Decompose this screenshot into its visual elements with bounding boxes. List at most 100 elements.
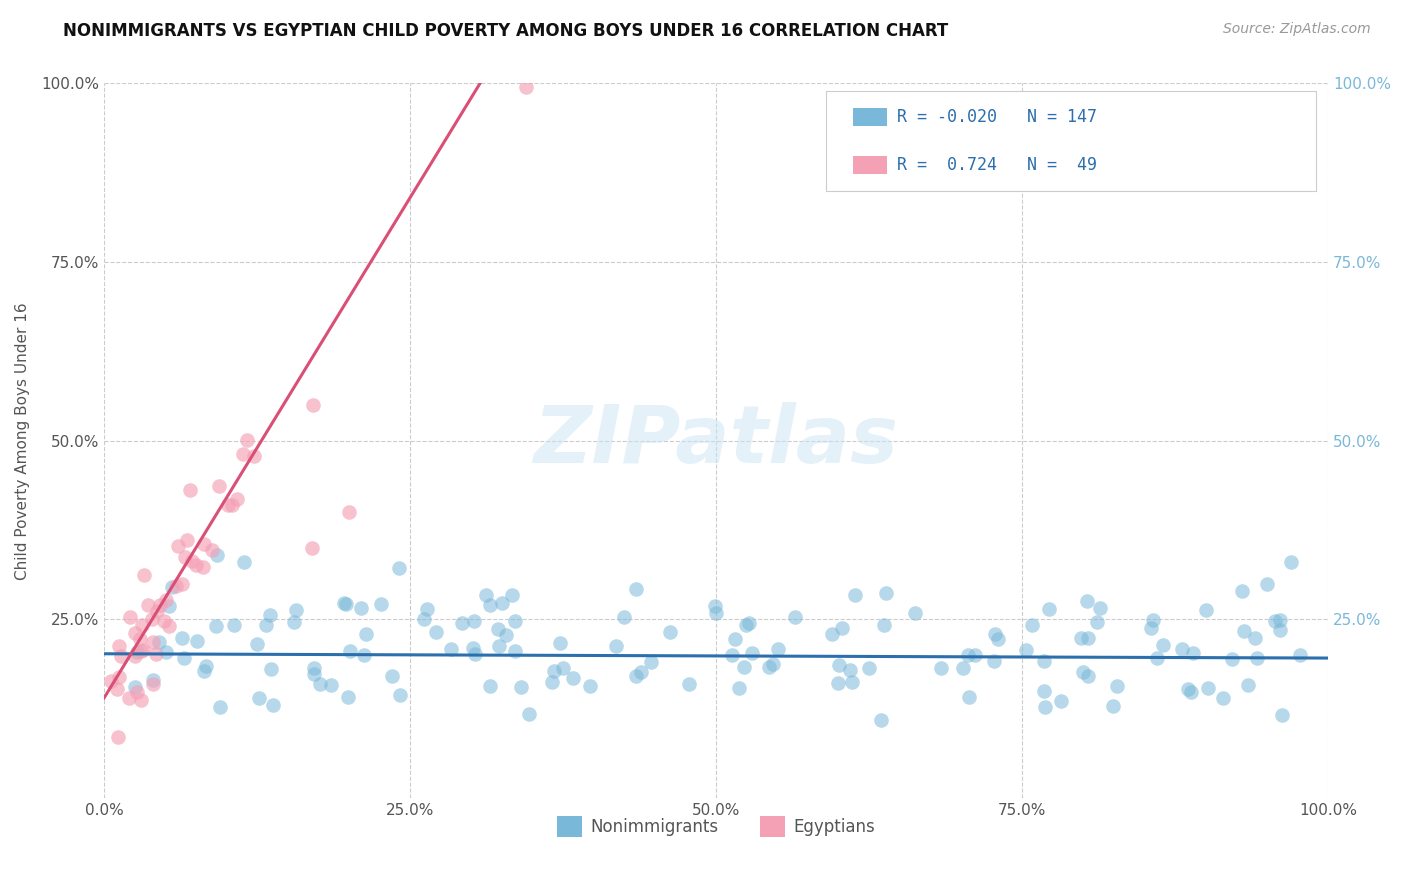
Point [232, 447, 254, 461]
Point [1088, 601, 1111, 615]
Point [173, 651, 195, 665]
Point [515, 80, 537, 95]
Point [858, 661, 880, 675]
Point [741, 646, 763, 660]
Point [495, 627, 517, 641]
Point [983, 654, 1005, 668]
Point [194, 658, 217, 673]
Point [706, 606, 728, 620]
Point [501, 588, 523, 602]
Point [929, 661, 952, 675]
Point [222, 618, 245, 632]
Point [131, 618, 153, 632]
Point [1264, 614, 1286, 628]
Point [984, 627, 1007, 641]
Point [166, 539, 188, 553]
Point [170, 577, 193, 591]
Point [1014, 643, 1036, 657]
Point [548, 636, 571, 650]
Point [624, 669, 647, 683]
Point [354, 627, 377, 641]
Point [678, 677, 700, 691]
Point [1032, 684, 1054, 698]
Point [388, 561, 411, 575]
Point [181, 554, 204, 568]
Point [831, 621, 853, 635]
Point [461, 641, 484, 656]
Point [389, 688, 412, 702]
Point [952, 661, 974, 675]
Point [283, 615, 305, 629]
Point [957, 690, 980, 705]
Point [225, 491, 247, 506]
Point [157, 619, 180, 633]
Point [503, 614, 526, 628]
Point [1268, 613, 1291, 627]
Point [1142, 613, 1164, 627]
Point [193, 537, 215, 551]
Point [1038, 602, 1060, 616]
FancyBboxPatch shape [827, 91, 1316, 191]
Point [758, 660, 780, 674]
Point [162, 580, 184, 594]
Point [440, 641, 463, 656]
Point [145, 647, 167, 661]
Point [738, 615, 761, 630]
Point [176, 533, 198, 548]
Point [107, 639, 129, 653]
Point [728, 681, 751, 695]
Point [142, 635, 165, 649]
Point [302, 666, 325, 681]
Point [302, 661, 325, 675]
Point [766, 642, 789, 657]
Point [1152, 638, 1174, 652]
Text: NONIMMIGRANTS VS EGYPTIAN CHILD POVERTY AMONG BOYS UNDER 16 CORRELATION CHART: NONIMMIGRANTS VS EGYPTIAN CHILD POVERTY … [63, 22, 949, 40]
Point [233, 555, 256, 569]
Point [1101, 698, 1123, 713]
Point [254, 618, 277, 632]
Point [381, 669, 404, 683]
Point [1222, 652, 1244, 666]
Point [1237, 678, 1260, 692]
Point [479, 599, 502, 613]
Point [242, 449, 264, 463]
Bar [853, 156, 887, 174]
Point [152, 615, 174, 629]
Point [146, 604, 169, 618]
Point [1289, 648, 1312, 662]
Point [873, 617, 896, 632]
Point [129, 644, 152, 658]
Point [179, 483, 201, 497]
Point [783, 610, 806, 624]
Point [262, 698, 284, 712]
Point [142, 673, 165, 688]
Point [904, 606, 927, 620]
Point [129, 632, 152, 647]
Text: R = -0.020   N = 147: R = -0.020 N = 147 [897, 108, 1097, 126]
Point [1171, 642, 1194, 657]
Point [124, 625, 146, 640]
Point [247, 691, 270, 706]
Point [762, 657, 785, 671]
Point [191, 560, 214, 574]
Point [844, 588, 866, 602]
Point [1197, 681, 1219, 696]
Point [875, 586, 897, 600]
Text: ZIPatlas: ZIPatlas [533, 401, 898, 480]
Point [1035, 700, 1057, 714]
Point [319, 678, 342, 692]
Point [245, 637, 267, 651]
Point [486, 622, 509, 636]
Point [124, 649, 146, 664]
Point [724, 632, 747, 647]
Text: Source: ZipAtlas.com: Source: ZipAtlas.com [1223, 22, 1371, 37]
Point [1021, 618, 1043, 632]
Point [302, 398, 325, 412]
Point [735, 618, 758, 632]
Point [301, 541, 323, 555]
Point [827, 675, 849, 690]
Point [478, 679, 501, 693]
Point [217, 498, 239, 512]
Point [425, 624, 447, 639]
Point [125, 685, 148, 699]
